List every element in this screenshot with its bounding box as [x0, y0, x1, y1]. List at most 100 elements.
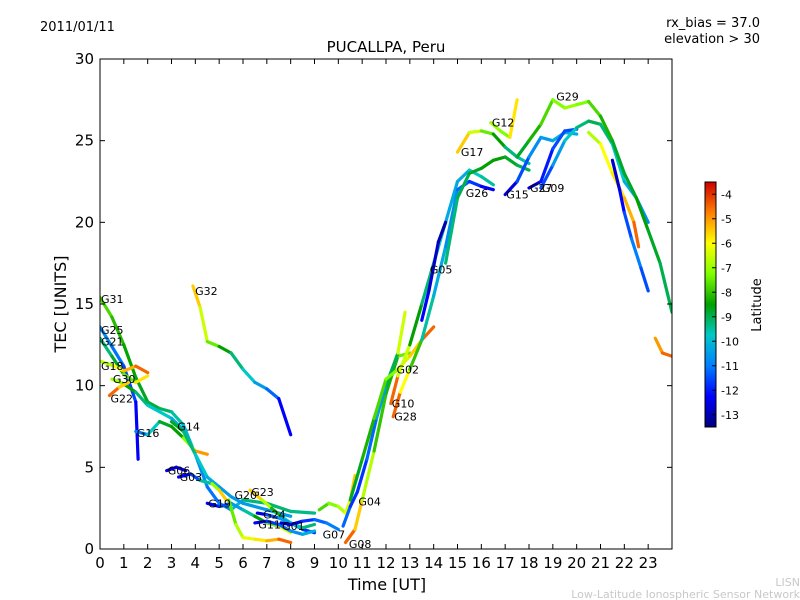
track-segment [539, 135, 555, 143]
track-segment [341, 504, 352, 528]
x-tick-label: 1 [119, 554, 129, 572]
sat-label-g32: G32 [195, 285, 218, 298]
sat-label-g01: G01 [282, 520, 305, 533]
track-segment [539, 147, 555, 184]
track-segment [193, 449, 209, 456]
x-tick-label: 17 [496, 554, 515, 572]
track-segment [598, 114, 615, 143]
y-tick-label: 0 [84, 540, 94, 558]
track-segment [629, 237, 643, 270]
track-segment [372, 392, 388, 453]
track-segment [622, 171, 638, 200]
series-G22 [107, 380, 131, 398]
track-segment [617, 188, 626, 215]
x-axis-ticks: 0 1 2 3 4 5 6 7 8 9 10 11 12 13 14 15 16 17 18 19 20 21 22 23 [95, 59, 658, 572]
track-segment [191, 284, 202, 309]
rx-bias-label: rx_bias = 37.0 [666, 16, 760, 31]
track-segment [229, 351, 245, 371]
track-segment [100, 325, 114, 349]
track-segment [205, 475, 221, 489]
sat-label-g07: G07 [323, 528, 346, 541]
track-segment [491, 155, 507, 162]
sat-label-g17: G17 [461, 146, 484, 159]
series-G07 [317, 473, 357, 515]
colorbar-label: Latitude [750, 278, 765, 332]
series-G26 [444, 155, 531, 265]
x-tick-label: 2 [143, 554, 153, 572]
track-segment [122, 364, 138, 404]
track-segment [158, 406, 174, 414]
y-axis-ticks: 0 5 10 15 20 25 30 [75, 50, 672, 558]
series-track-33 [653, 336, 672, 358]
track-segment [158, 420, 174, 429]
sat-label-g21: G21 [101, 336, 124, 349]
track-segment [100, 359, 116, 368]
track-segment [234, 522, 245, 540]
track-segment [110, 315, 126, 347]
sat-label-g03: G03 [180, 471, 203, 484]
sat-label-g14: G14 [177, 421, 200, 434]
track-segment [348, 457, 364, 502]
sat-label-g10: G10 [392, 398, 415, 411]
track-segment [205, 340, 221, 349]
series-G32 [191, 284, 293, 437]
x-tick-label: 11 [353, 554, 372, 572]
colorbar-tick-label: -5 [721, 213, 732, 226]
track-segment [467, 129, 483, 135]
track-segment [632, 220, 641, 249]
track-segment [241, 498, 269, 505]
footer-lisn: LISN [775, 576, 800, 589]
track-segment [227, 498, 238, 527]
sat-label-g11: G11 [258, 519, 281, 532]
elevation-label: elevation > 30 [664, 32, 760, 47]
sat-label-g31: G31 [101, 293, 124, 306]
track-segment [327, 501, 340, 509]
track-segment [408, 302, 424, 347]
sat-label-g09: G09 [542, 182, 565, 195]
track-segment [660, 351, 672, 358]
track-segment [217, 488, 228, 502]
sat-label-g28: G28 [394, 411, 417, 424]
x-tick-label: 9 [310, 554, 320, 572]
series-G03 [177, 472, 228, 502]
track-segment [289, 519, 305, 527]
track-segment [317, 501, 331, 512]
sat-label-g30: G30 [113, 373, 136, 386]
track-segment [193, 452, 209, 479]
track-segment [444, 196, 460, 265]
y-tick-label: 15 [75, 295, 94, 313]
footer-network: Low-Latitude Ionospheric Sensor Network [571, 588, 800, 600]
track-segment [312, 517, 328, 525]
track-segment [639, 266, 650, 293]
track-segment [146, 400, 162, 411]
colorbar-tick-label: -10 [721, 335, 739, 348]
track-segment [248, 488, 264, 502]
sat-label-g06: G06 [168, 465, 191, 478]
series-G11 [253, 519, 317, 536]
colorbar-tick-label: -9 [721, 311, 732, 324]
x-tick-label: 0 [95, 554, 105, 572]
series-G29 [515, 98, 672, 314]
track-segment [169, 410, 185, 427]
x-tick-label: 16 [472, 554, 491, 572]
track-segment [479, 184, 495, 192]
track-segment [181, 429, 197, 456]
track-segment [503, 179, 519, 197]
x-tick-label: 10 [329, 554, 348, 572]
x-tick-label: 15 [448, 554, 467, 572]
date-label: 2011/01/11 [40, 20, 115, 35]
track-segment [391, 390, 402, 419]
colorbar-tick-label: -4 [721, 188, 732, 201]
sat-label-g23: G23 [251, 486, 274, 499]
sat-label-g19: G19 [208, 497, 231, 510]
track-segment [265, 387, 281, 401]
track-segment [598, 142, 615, 175]
colorbar-ticks: -4 -5 -6 -7 -8 -9 -10 -11 -12 -13 [712, 188, 739, 422]
track-segment [489, 121, 502, 133]
y-tick-label: 25 [75, 132, 94, 150]
chart-title: PUCALLPA, Peru [327, 38, 446, 56]
track-segment [398, 367, 412, 394]
track-segment [122, 372, 138, 384]
x-tick-label: 20 [567, 554, 586, 572]
